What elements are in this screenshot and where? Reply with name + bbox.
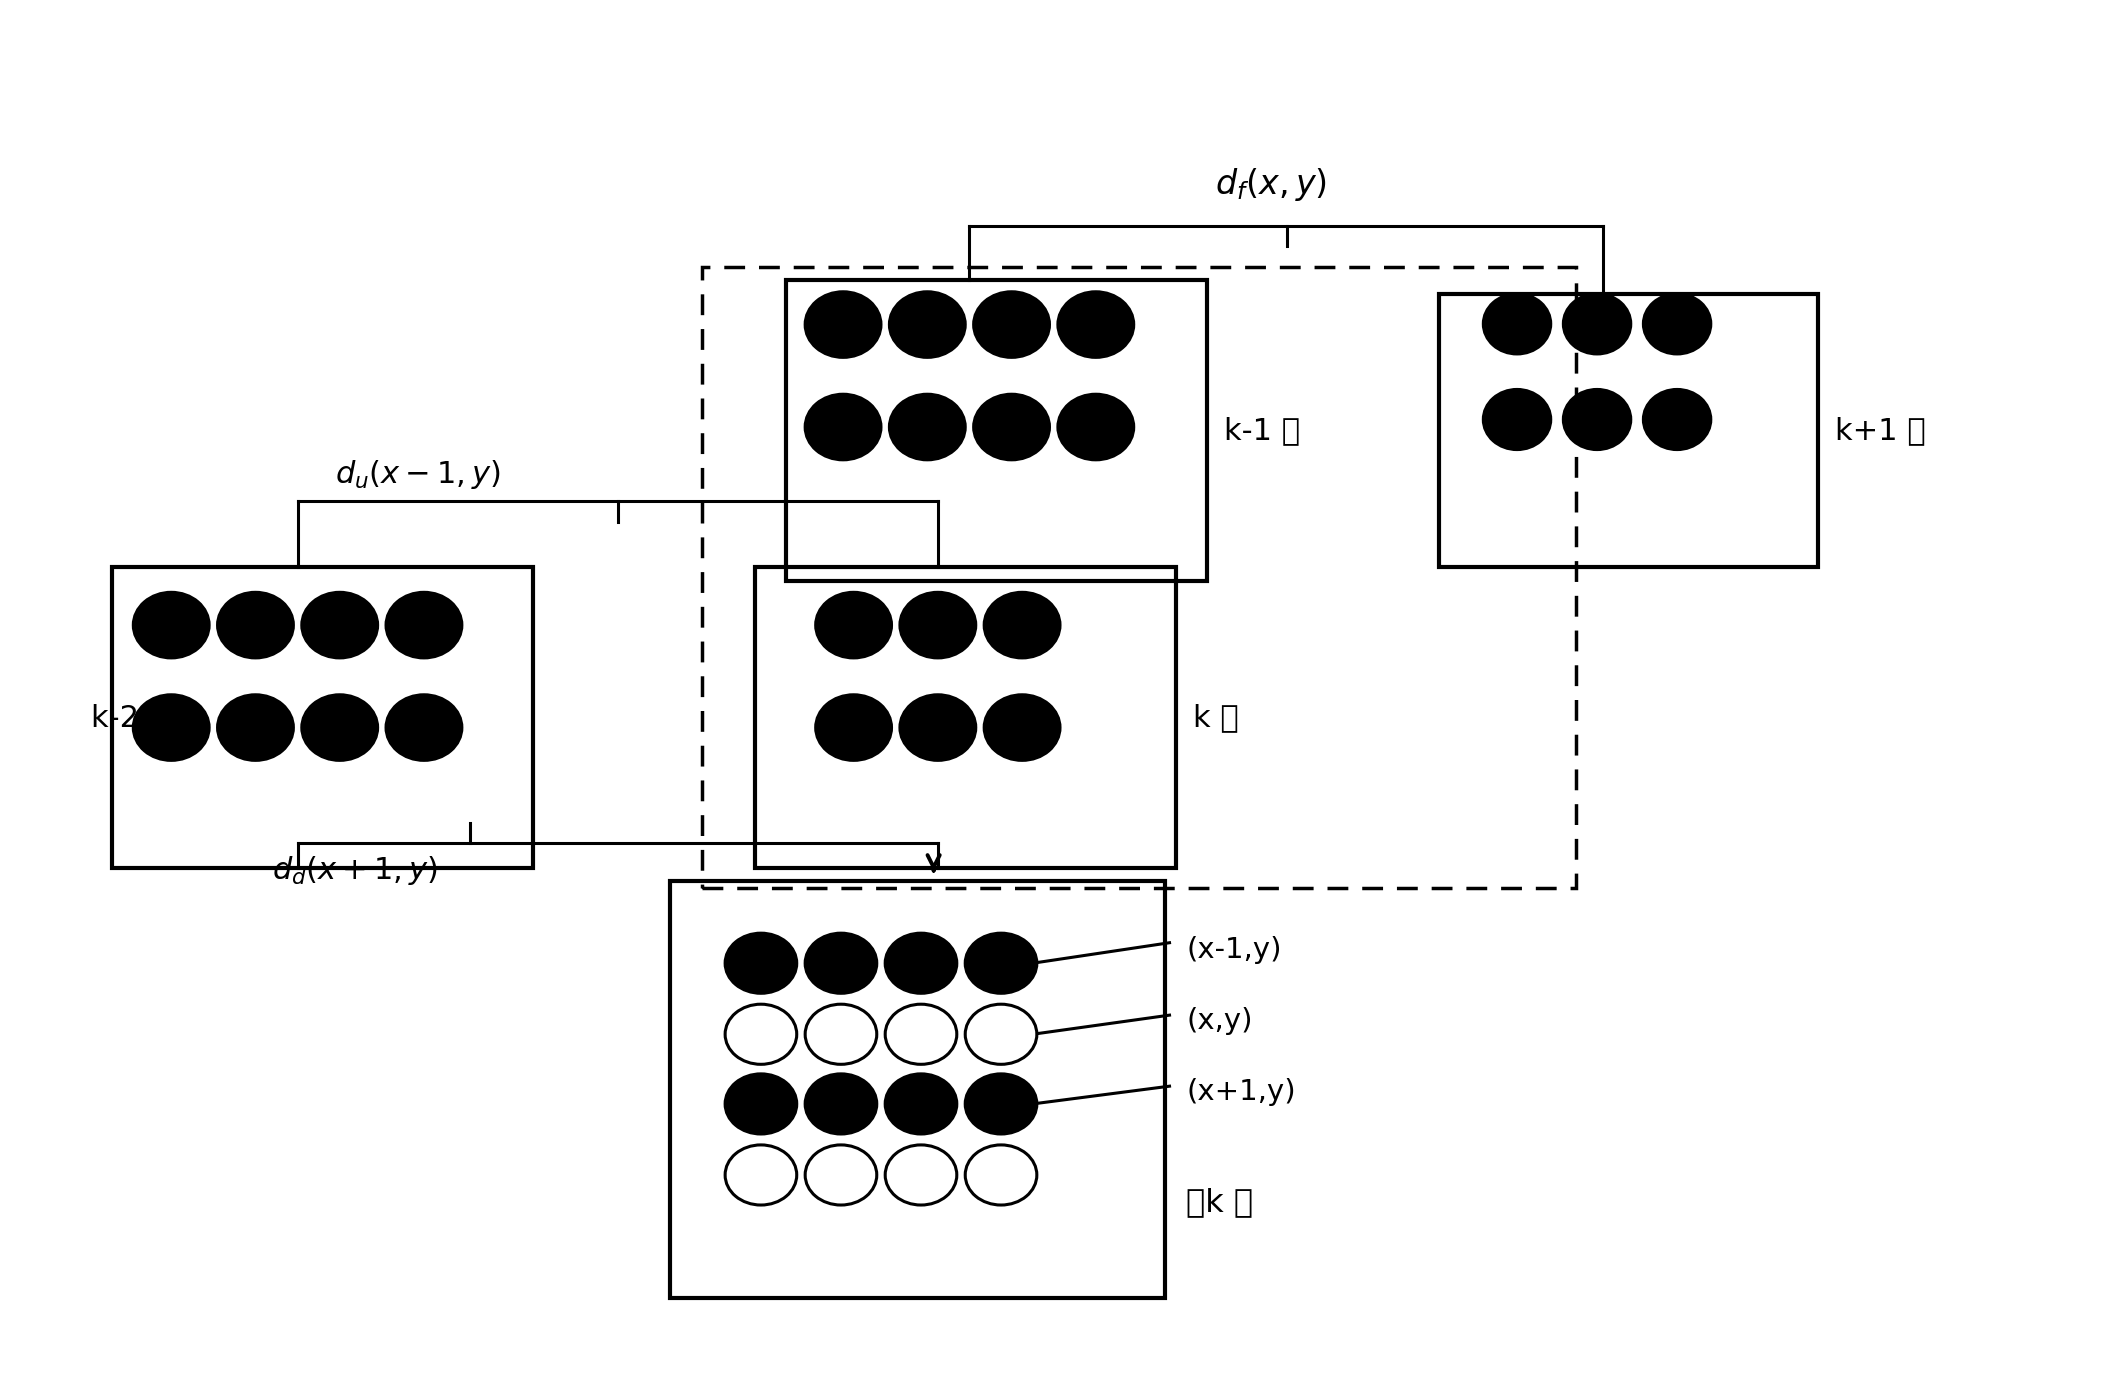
Ellipse shape <box>965 1005 1037 1064</box>
Ellipse shape <box>899 592 975 658</box>
Ellipse shape <box>386 592 462 658</box>
Ellipse shape <box>806 1005 878 1064</box>
Bar <box>670 882 1166 1299</box>
Ellipse shape <box>886 1145 956 1205</box>
Ellipse shape <box>890 291 965 357</box>
Ellipse shape <box>134 592 210 658</box>
Bar <box>1439 294 1819 567</box>
Ellipse shape <box>1643 389 1711 450</box>
Text: (x-1,y): (x-1,y) <box>1187 936 1283 963</box>
Ellipse shape <box>1643 294 1711 353</box>
Bar <box>112 567 534 868</box>
Ellipse shape <box>806 291 882 357</box>
Ellipse shape <box>725 1005 797 1064</box>
Ellipse shape <box>725 1074 797 1134</box>
Ellipse shape <box>1562 389 1630 450</box>
Text: k 场: k 场 <box>1194 702 1238 731</box>
Ellipse shape <box>301 592 377 658</box>
Bar <box>787 280 1208 581</box>
Ellipse shape <box>890 395 965 460</box>
Ellipse shape <box>218 592 293 658</box>
Ellipse shape <box>973 395 1049 460</box>
Text: (x,y): (x,y) <box>1187 1006 1253 1035</box>
Text: k-1 场: k-1 场 <box>1223 415 1300 444</box>
Ellipse shape <box>134 694 210 760</box>
Ellipse shape <box>886 1074 956 1134</box>
Text: (x+1,y): (x+1,y) <box>1187 1078 1295 1105</box>
Ellipse shape <box>816 592 893 658</box>
Text: 第k 帧: 第k 帧 <box>1187 1187 1253 1217</box>
Ellipse shape <box>806 1074 878 1134</box>
Ellipse shape <box>1484 294 1550 353</box>
Text: $d_f(x,y)$: $d_f(x,y)$ <box>1215 166 1327 203</box>
Ellipse shape <box>965 1145 1037 1205</box>
Ellipse shape <box>218 694 293 760</box>
Ellipse shape <box>1058 291 1134 357</box>
Ellipse shape <box>973 291 1049 357</box>
Bar <box>755 567 1177 868</box>
Ellipse shape <box>301 694 377 760</box>
Text: k+1 场: k+1 场 <box>1836 415 1925 444</box>
Ellipse shape <box>1562 294 1630 353</box>
Ellipse shape <box>965 933 1037 994</box>
Ellipse shape <box>806 933 878 994</box>
Ellipse shape <box>899 694 975 760</box>
Ellipse shape <box>806 1145 878 1205</box>
Ellipse shape <box>965 1074 1037 1134</box>
Ellipse shape <box>886 1005 956 1064</box>
Ellipse shape <box>386 694 462 760</box>
Ellipse shape <box>806 395 882 460</box>
Ellipse shape <box>984 694 1060 760</box>
Ellipse shape <box>886 933 956 994</box>
Bar <box>702 266 1575 889</box>
Text: $d_u(x-1,y)$: $d_u(x-1,y)$ <box>335 458 500 491</box>
Ellipse shape <box>984 592 1060 658</box>
Ellipse shape <box>725 1145 797 1205</box>
Text: $d_d(x+1,y)$: $d_d(x+1,y)$ <box>271 854 437 887</box>
Ellipse shape <box>725 933 797 994</box>
Ellipse shape <box>1058 395 1134 460</box>
Ellipse shape <box>1484 389 1550 450</box>
Ellipse shape <box>816 694 893 760</box>
Text: k-2 场: k-2 场 <box>91 702 167 731</box>
